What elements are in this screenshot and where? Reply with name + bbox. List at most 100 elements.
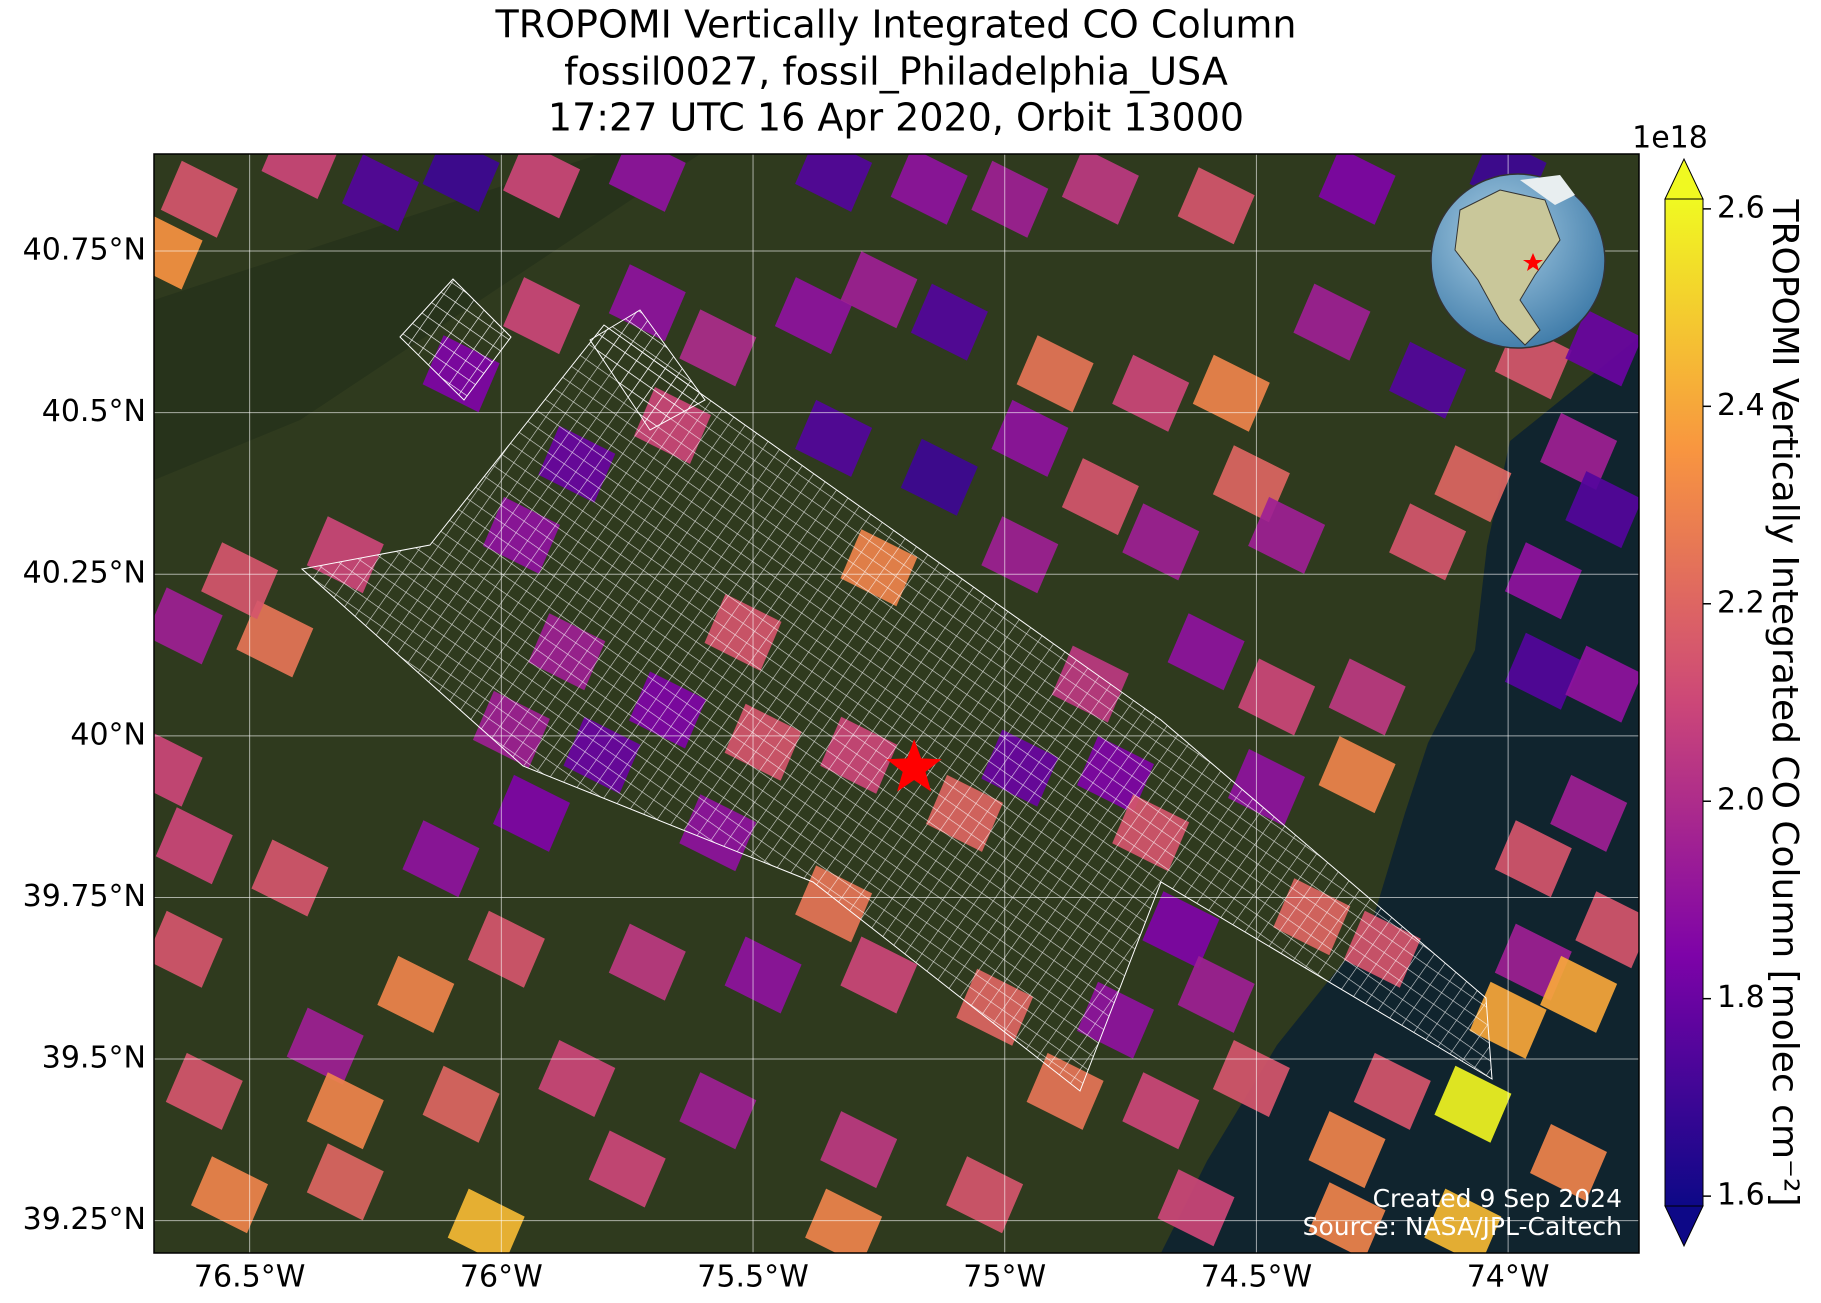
title-line: 17:27 UTC 16 Apr 2020, Orbit 13000: [548, 96, 1244, 140]
co-pixel: [377, 955, 455, 1033]
co-pixel: [1328, 658, 1406, 736]
globe-land: [1454, 189, 1561, 346]
co-pixel: [236, 600, 314, 678]
y-tick-label: 39.5°N: [42, 1041, 146, 1076]
co-pixel: [1167, 613, 1245, 691]
co-pixel: [1504, 542, 1582, 620]
co-pixel: [165, 1052, 243, 1130]
co-pixel: [1504, 632, 1582, 710]
x-tick-label: 74.5°W: [1201, 1260, 1312, 1295]
y-tick-label: 39.25°N: [23, 1202, 146, 1237]
co-pixel: [286, 1007, 364, 1085]
y-tick-label: 40.25°N: [23, 556, 146, 591]
co-pixel: [1530, 1124, 1607, 1201]
title-line: fossil0027, fossil_Philadelphia_USA: [564, 50, 1228, 94]
co-pixel: [946, 1156, 1024, 1234]
co-pixel: [503, 277, 581, 355]
co-pixel: [422, 1065, 500, 1143]
x-tick-label: 76.5°W: [194, 1260, 305, 1295]
colorbar-tick-label: 1.8: [1717, 980, 1765, 1015]
co-pixel: [588, 1130, 666, 1208]
co-pixel: [1293, 283, 1371, 361]
co-pixel: [1540, 412, 1618, 490]
co-pixel: [1061, 154, 1139, 225]
co-pixel: [1434, 445, 1512, 523]
co-pixel: [1177, 955, 1255, 1033]
co-pixel: [1142, 891, 1220, 969]
annotation: Created 9 Sep 2024: [1373, 1184, 1622, 1213]
title: TROPOMI Vertically Integrated CO Column …: [495, 3, 1297, 140]
colorbar-gradient: [1664, 198, 1704, 1207]
oco-swath: [300, 324, 1493, 1092]
annotation: Source: NASA/JPL-Caltech: [1303, 1212, 1622, 1241]
x-tick-label: 75°W: [963, 1260, 1046, 1295]
co-pixel: [201, 542, 279, 620]
co-pixel: [910, 283, 988, 361]
co-pixel: [1177, 167, 1255, 245]
co-pixel: [608, 154, 686, 212]
co-pixel: [991, 399, 1069, 477]
co-pixel: [154, 216, 203, 290]
co-pixel: [1565, 471, 1639, 549]
oco-swath: [589, 309, 706, 431]
oco-swath: [399, 278, 512, 401]
co-pixel: [1389, 341, 1467, 419]
co-pixel: [191, 1156, 268, 1234]
colorbar-tick-label: 2.0: [1717, 783, 1765, 818]
grid: [154, 154, 1639, 1253]
co-pixel: [1308, 1182, 1386, 1253]
co-pixel: [155, 807, 233, 885]
co-pixel: [1238, 658, 1316, 736]
target-star: [886, 739, 942, 792]
co-pixel: [160, 160, 238, 238]
co-pixel: [1550, 774, 1628, 852]
co-pixel: [820, 1111, 898, 1189]
y-tick-label: 39.75°N: [23, 879, 146, 914]
co-pixel: [1308, 1111, 1386, 1189]
co-pixel: [154, 910, 223, 988]
globe-ice: [1520, 175, 1575, 205]
co-pixel: [1061, 458, 1139, 536]
colorbar-tick-label: 2.6: [1717, 190, 1765, 225]
co-pixel: [774, 277, 852, 355]
y-tick-label: 40°N: [70, 717, 146, 752]
co-pixel: [1122, 503, 1200, 581]
co-pixel: [971, 160, 1049, 238]
x-tick-label: 76°W: [460, 1260, 543, 1295]
map-frame: [153, 153, 1640, 1254]
co-pixel: [724, 936, 802, 1014]
co-pixel: [1494, 820, 1572, 898]
map-area: Created 9 Sep 2024 Source: NASA/JPL-Calt…: [154, 154, 1639, 1253]
co-pixel: [1353, 1052, 1431, 1130]
co-pixel: [422, 154, 500, 212]
co-pixel: [1318, 154, 1396, 225]
co-pixel: [679, 309, 757, 387]
co-pixel: [1248, 496, 1326, 574]
colorbar-tick-label: 1.6: [1717, 1178, 1765, 1213]
co-pixel: [1389, 503, 1467, 581]
co-pixel: [840, 251, 918, 329]
co-pixel: [402, 820, 480, 898]
co-pixel: [342, 154, 419, 232]
co-pixel: [306, 1143, 384, 1221]
co-pixel: [679, 1072, 757, 1150]
x-tick-label: 75.5°W: [697, 1260, 808, 1295]
co-pixel: [1565, 309, 1639, 387]
co-pixel: [1575, 891, 1639, 969]
title-line: TROPOMI Vertically Integrated CO Column: [495, 3, 1297, 47]
co-pixel: [306, 1072, 384, 1150]
x-tick-label: 74°W: [1467, 1260, 1550, 1295]
co-pixel: [503, 154, 581, 219]
co-pixel: [890, 154, 968, 225]
colorbar-tick-label: 2.4: [1717, 388, 1765, 423]
colorbar-tick-label: 2.2: [1717, 585, 1765, 620]
co-pixel: [1122, 1072, 1200, 1150]
co-pixel: [154, 733, 203, 807]
colorbar-label: TROPOMI Vertically Integrated CO Column …: [1764, 198, 1805, 1206]
inset-globe: [1430, 173, 1606, 349]
co-pixel: [1318, 736, 1396, 814]
co-pixel: [261, 154, 337, 199]
co-pixel: [608, 923, 686, 1001]
co-pixel: [1565, 645, 1639, 723]
co-pixel: [467, 910, 545, 988]
